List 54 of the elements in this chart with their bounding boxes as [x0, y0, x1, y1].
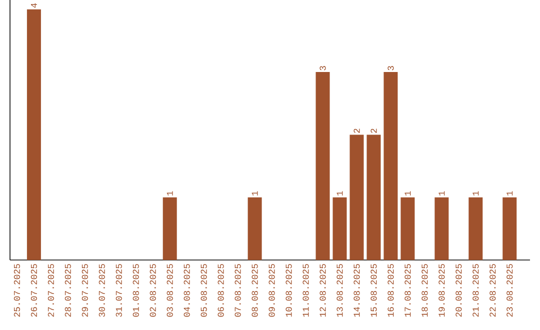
data-label: 1	[166, 191, 173, 196]
x-tick-label: 15.08.2025	[370, 264, 377, 317]
x-tick-label: 04.08.2025	[184, 264, 190, 317]
x-tick-label: 25.07.2025	[14, 264, 20, 317]
x-tick-label: 08.08.2025	[252, 264, 258, 317]
bar	[434, 197, 449, 260]
x-tick-label: 10.08.2025	[286, 264, 292, 317]
data-label: 1	[404, 191, 411, 196]
x-tick-label: 28.07.2025	[64, 264, 71, 317]
data-label: 1	[336, 191, 343, 196]
data-label: 1	[472, 191, 479, 196]
x-tick-label: 05.08.2025	[200, 264, 207, 317]
x-tick-label: 09.08.2025	[268, 264, 275, 317]
x-tick-label: 14.08.2025	[354, 264, 360, 317]
x-tick-label: 30.07.2025	[98, 264, 105, 317]
data-label: 2	[354, 128, 360, 133]
x-tick-label: 20.08.2025	[456, 264, 462, 317]
bar	[316, 72, 330, 260]
x-tick-label: 27.07.2025	[48, 264, 54, 317]
x-tick-label: 02.08.2025	[150, 264, 156, 317]
data-label: 1	[506, 191, 513, 196]
bar	[468, 197, 483, 260]
bar	[332, 197, 347, 260]
data-label: 4	[31, 3, 37, 8]
x-tick-label: 26.07.2025	[30, 264, 37, 317]
x-tick-label: 06.08.2025	[218, 264, 224, 317]
x-tick-label: 23.08.2025	[506, 264, 513, 317]
x-tick-label: 18.08.2025	[422, 264, 428, 317]
x-tick-label: 22.08.2025	[490, 264, 496, 317]
x-tick-label: 17.08.2025	[404, 264, 411, 317]
data-label: 3	[320, 66, 326, 70]
data-label: 2	[370, 128, 377, 133]
x-tick-label: 07.08.2025	[234, 264, 241, 317]
bar	[400, 197, 415, 260]
x-tick-label: 11.08.2025	[302, 264, 309, 317]
x-tick-label: 16.08.2025	[388, 264, 394, 317]
x-tick-label: 03.08.2025	[166, 264, 173, 317]
x-tick-label: 29.07.2025	[82, 264, 88, 317]
bar	[366, 134, 381, 260]
x-tick-label: 21.08.2025	[472, 264, 479, 317]
x-tick-label: 19.08.2025	[438, 264, 445, 317]
bar	[26, 9, 41, 260]
x-tick-label: 12.08.2025	[320, 264, 326, 317]
bar	[502, 197, 517, 260]
x-tick-label: 01.08.2025	[132, 264, 139, 317]
bar	[162, 197, 177, 260]
x-tick-label: 31.07.2025	[116, 264, 122, 317]
bar	[350, 134, 364, 260]
bar	[248, 197, 262, 260]
x-tick-label: 13.08.2025	[336, 264, 343, 317]
data-label: 1	[252, 191, 258, 196]
bar	[384, 72, 398, 260]
data-label: 1	[438, 191, 445, 196]
data-label: 3	[388, 66, 394, 70]
